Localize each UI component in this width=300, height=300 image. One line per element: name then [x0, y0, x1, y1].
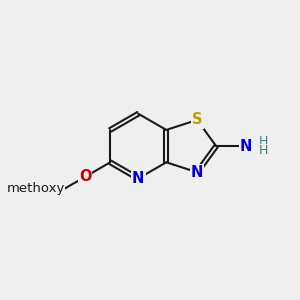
Text: methoxy: methoxy	[0, 299, 1, 300]
Text: O: O	[79, 169, 91, 184]
Text: H: H	[259, 144, 268, 157]
Text: N: N	[132, 171, 145, 186]
Text: N: N	[191, 165, 203, 180]
Text: N: N	[240, 139, 252, 154]
Text: S: S	[192, 112, 202, 128]
Text: H: H	[259, 135, 268, 148]
Text: methoxy: methoxy	[6, 182, 65, 195]
